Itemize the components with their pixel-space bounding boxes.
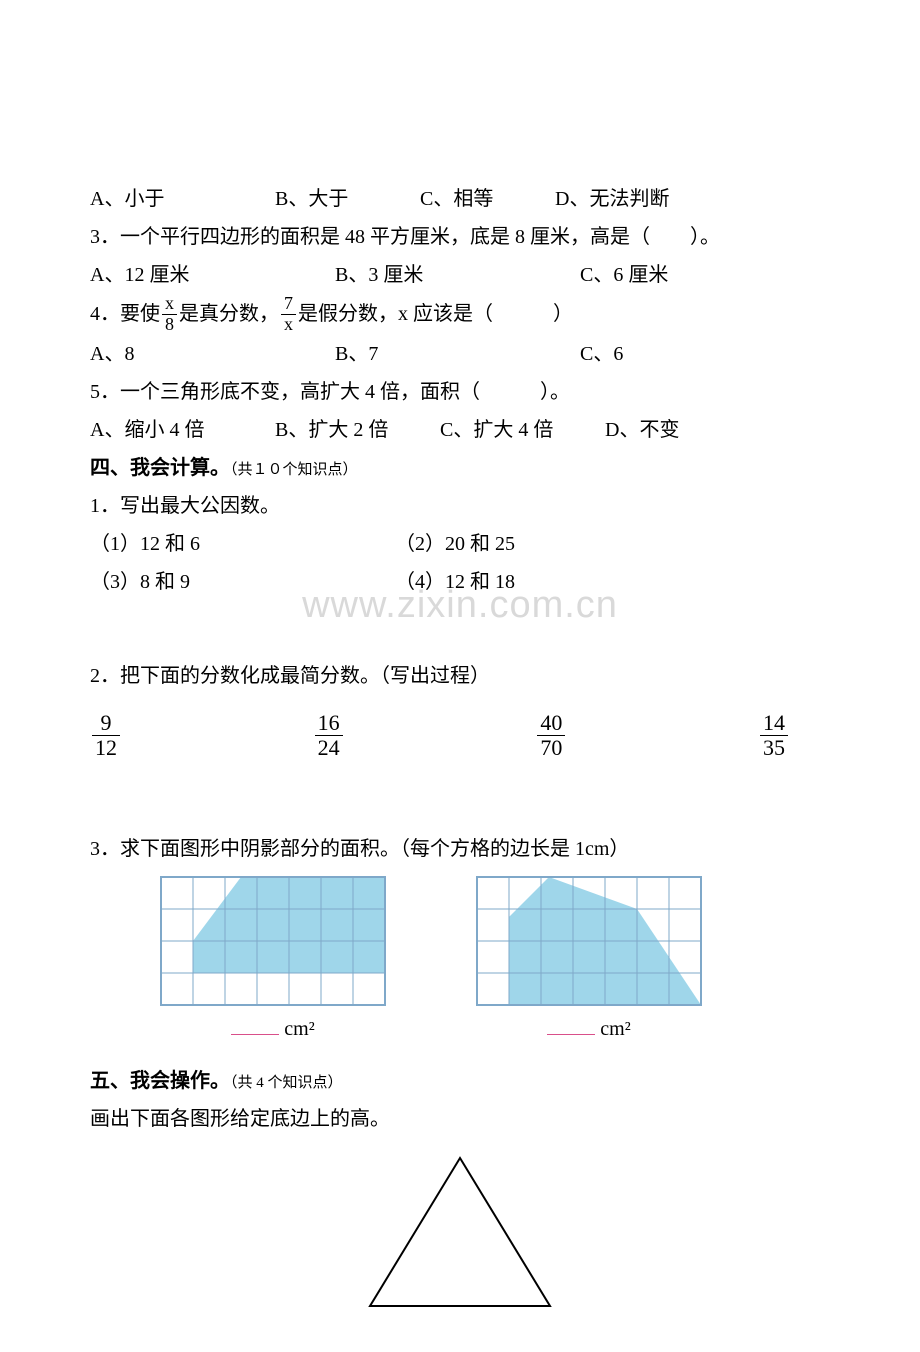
- sec4-p1c: （3）8 和 9: [90, 563, 390, 601]
- sec4-p1: 1．写出最大公因数。: [90, 487, 830, 525]
- q5-opt-b: B、扩大 2 倍: [275, 411, 435, 449]
- q4-mid2: 是假分数，x 应该是（ ）: [298, 295, 573, 333]
- q4-frac2: 7 x: [281, 294, 296, 335]
- sec5-title: 五、我会操作。: [90, 1070, 230, 1092]
- q4-frac1-num: x: [162, 294, 177, 315]
- sec4-p1a: （1）12 和 6: [90, 525, 390, 563]
- sec5-heading: 五、我会操作。（共 4 个知识点）: [90, 1062, 830, 1100]
- frac-3-num: 40: [537, 711, 565, 736]
- q4-opt-b: B、7: [335, 335, 575, 373]
- sec4-p2-fracs: 9 12 16 24 40 70 14 35: [90, 711, 830, 760]
- unit-2: cm²: [600, 1018, 630, 1040]
- sec4-p1b: （2）20 和 25: [395, 525, 515, 563]
- q5-stem: 5．一个三角形底不变，高扩大 4 倍，面积（ ）。: [90, 373, 830, 411]
- q2-options: A、小于 B、大于 C、相等 D、无法判断: [90, 180, 830, 218]
- q5-opt-c: C、扩大 4 倍: [440, 411, 600, 449]
- grid-cap-1: cm²: [160, 1010, 386, 1048]
- unit-1: cm²: [284, 1018, 314, 1040]
- q3-opt-b: B、3 厘米: [335, 256, 575, 294]
- frac-4-den: 35: [760, 736, 788, 760]
- q3-opt-c: C、6 厘米: [580, 256, 668, 294]
- triangle-wrap: [90, 1152, 830, 1312]
- frac-1: 9 12: [92, 711, 120, 760]
- frac-1-den: 12: [92, 736, 120, 760]
- q2-opt-c: C、相等: [420, 180, 550, 218]
- frac-4-num: 14: [760, 711, 788, 736]
- frac-2-den: 24: [315, 736, 343, 760]
- q5-opt-d: D、不变: [605, 411, 679, 449]
- sec4-p3: 3．求下面图形中阴影部分的面积。（每个方格的边长是 1cm）: [90, 830, 830, 868]
- q3-options: A、12 厘米 B、3 厘米 C、6 厘米: [90, 256, 830, 294]
- q4-frac1-den: 8: [162, 315, 177, 335]
- sec5-sub: （共 4 个知识点）: [230, 1075, 343, 1091]
- q4-frac2-num: 7: [281, 294, 296, 315]
- q4-options: A、8 B、7 C、6: [90, 335, 830, 373]
- q4-frac2-den: x: [281, 315, 296, 335]
- frac-4: 14 35: [760, 711, 788, 760]
- q3-opt-a: A、12 厘米: [90, 256, 330, 294]
- sec4-p2: 2．把下面的分数化成最简分数。（写出过程）: [90, 657, 830, 695]
- frac-3-den: 70: [537, 736, 565, 760]
- frac-2-num: 16: [315, 711, 343, 736]
- blank-1: [231, 1020, 279, 1035]
- sec4-p1-row1: （1）12 和 6 （2）20 和 25: [90, 525, 830, 563]
- frac-3: 40 70: [537, 711, 565, 760]
- q3-stem: 3．一个平行四边形的面积是 48 平方厘米，底是 8 厘米，高是（ ）。: [90, 218, 830, 256]
- sec4-title: 四、我会计算。: [90, 457, 230, 479]
- grid-svg-2: [476, 876, 702, 1006]
- triangle-svg: [360, 1152, 560, 1312]
- q2-opt-b: B、大于: [275, 180, 415, 218]
- q5-options: A、缩小 4 倍 B、扩大 2 倍 C、扩大 4 倍 D、不变: [90, 411, 830, 449]
- q4-opt-a: A、8: [90, 335, 330, 373]
- q2-opt-a: A、小于: [90, 180, 270, 218]
- sec4-heading: 四、我会计算。（共１０个知识点）: [90, 449, 830, 487]
- q4-stem: 4．要使 x 8 是真分数， 7 x 是假分数，x 应该是（ ）: [90, 294, 830, 335]
- sec5-p1: 画出下面各图形给定底边上的高。: [90, 1100, 830, 1138]
- sec4-sub: （共１０个知识点）: [230, 462, 358, 478]
- q4-mid1: 是真分数，: [179, 295, 279, 333]
- q2-opt-d: D、无法判断: [555, 180, 669, 218]
- grid-fig-2: cm²: [476, 876, 702, 1048]
- frac-2: 16 24: [315, 711, 343, 760]
- frac-1-num: 9: [92, 711, 120, 736]
- sec4-p1-row2: （3）8 和 9 （4）12 和 18: [90, 563, 830, 601]
- sec4-p1d: （4）12 和 18: [395, 563, 515, 601]
- blank-2: [547, 1020, 595, 1035]
- q4-frac1: x 8: [162, 294, 177, 335]
- grid-svg-1: [160, 876, 386, 1006]
- q4-pre: 4．要使: [90, 295, 160, 333]
- grid-cap-2: cm²: [476, 1010, 702, 1048]
- grid-figures: cm² cm²: [160, 876, 830, 1048]
- q5-opt-a: A、缩小 4 倍: [90, 411, 270, 449]
- grid-fig-1: cm²: [160, 876, 386, 1048]
- q4-opt-c: C、6: [580, 335, 623, 373]
